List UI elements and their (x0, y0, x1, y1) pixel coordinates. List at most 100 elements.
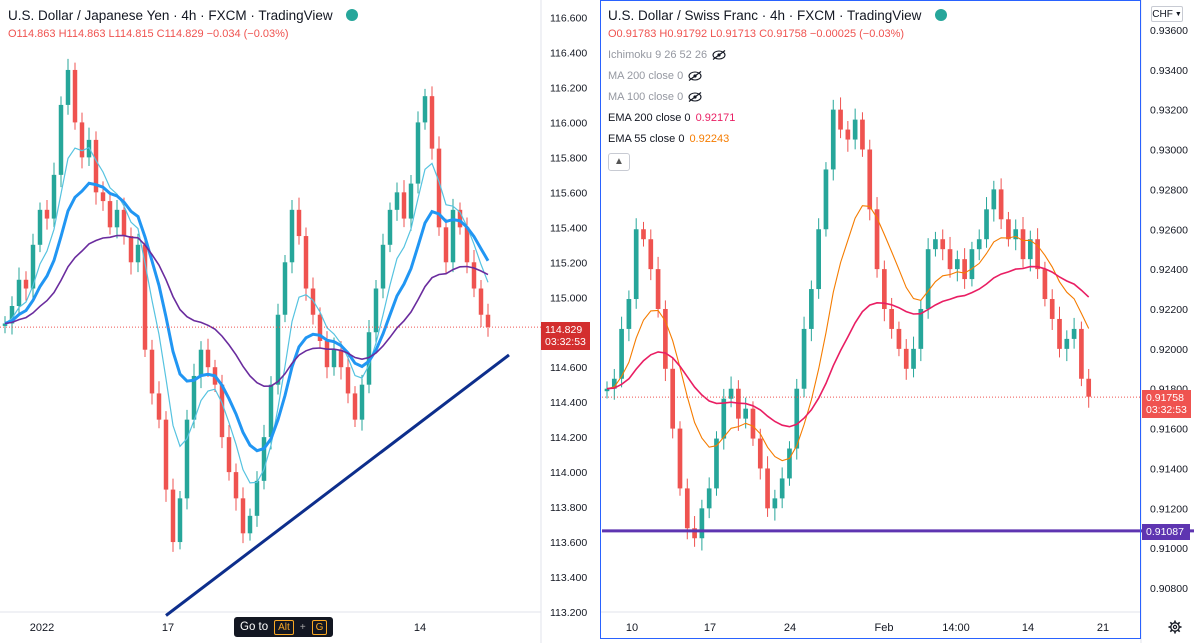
candle-body (706, 488, 712, 509)
candle-body (135, 244, 141, 263)
candle-body (692, 528, 697, 539)
candle-body (947, 249, 953, 270)
indicator-ma200[interactable]: MA 200 close 0 (608, 68, 947, 84)
candle-body (149, 349, 155, 394)
price-axis[interactable] (541, 0, 600, 643)
ema200-value: 0.92171 (695, 112, 736, 124)
candle-body (317, 314, 323, 341)
y-tick-label: 115.600 (550, 187, 587, 199)
collapse-legend-button[interactable]: ▲ (608, 153, 630, 171)
y-tick-label: 115.800 (550, 152, 587, 164)
usdjpy-open: O114.863 (8, 28, 56, 40)
y-tick-label: 0.92000 (1150, 344, 1188, 356)
candle-body (663, 308, 668, 369)
usdchf-legend: U.S. Dollar / Swiss Franc · 4h · FXCM · … (608, 8, 948, 171)
candle-body (142, 244, 148, 350)
usdchf-close: C0.91758 (759, 28, 807, 40)
candle-body (1006, 219, 1011, 240)
indicator-ichimoku[interactable]: Ichimoku 9 26 52 26 (608, 47, 947, 63)
x-tick-label: 14 (414, 622, 426, 634)
usdchf-chart-panel[interactable]: 0.93600 0.93400 0.93200 0.93000 0.92800 0.926… (600, 0, 1194, 643)
candle-body (969, 249, 975, 280)
candle-body (925, 249, 931, 309)
usdchf-high: H0.91792 (659, 28, 708, 40)
candle-body (352, 393, 358, 420)
candle-body (633, 229, 639, 300)
candle-body (619, 328, 624, 379)
candle-body (684, 488, 690, 529)
y-tick-label: 0.93200 (1150, 105, 1188, 117)
indicator-ma100[interactable]: MA 100 close 0 (608, 89, 947, 105)
support-trendline[interactable] (165, 353, 510, 617)
usdchf-support-price: 0.91087 (1146, 526, 1184, 538)
eye-hidden-icon[interactable] (688, 92, 702, 102)
goto-label: Go to (240, 621, 269, 633)
candle-body (1049, 299, 1055, 319)
candle-body (345, 367, 351, 394)
candle-body (247, 515, 253, 534)
candle-body (219, 384, 225, 438)
indicator-ema55[interactable]: EMA 55 close 0 0.92243 (608, 133, 730, 145)
candle-body (387, 209, 393, 245)
candle-body (436, 148, 442, 228)
y-tick-label: 0.91400 (1150, 463, 1188, 475)
candle-body (457, 209, 463, 228)
x-tick-label: Feb (875, 622, 894, 634)
ema55-line (606, 205, 1090, 462)
candle-body (121, 209, 127, 237)
eye-hidden-icon[interactable] (688, 71, 702, 81)
usdchf-ohlc: O0.91783 H0.91792 L0.91713 C0.91758 −0.0… (608, 26, 947, 42)
candle-body (401, 192, 407, 219)
y-tick-label: 116.000 (550, 117, 587, 129)
indicator-ema200[interactable]: EMA 200 close 0 0.92171 (608, 112, 736, 124)
goto-button[interactable]: Go to Alt + G (234, 617, 334, 637)
candle-body (918, 308, 924, 349)
candle-body (962, 259, 967, 280)
candle-body (205, 349, 211, 368)
usdjpy-title: U.S. Dollar / Japanese Yen · 4h · FXCM ·… (8, 8, 333, 23)
candle-body (1086, 378, 1092, 397)
y-tick-label: 114.000 (550, 467, 587, 479)
y-tick-label: 0.93600 (1150, 25, 1188, 37)
g-key: G (311, 619, 328, 635)
y-tick-label: 116.400 (550, 47, 587, 59)
candle-body (1035, 239, 1040, 270)
candle-body (882, 269, 887, 309)
candle-body (394, 192, 400, 210)
gear-icon[interactable] (1168, 620, 1182, 634)
candle-body (1020, 229, 1026, 260)
candle-body (9, 306, 15, 324)
candle-body (889, 308, 894, 329)
x-tick-label: 2022 (30, 622, 54, 634)
candle-body (940, 239, 946, 250)
candle-body (750, 408, 756, 439)
y-tick-label: 113.400 (550, 572, 587, 584)
candle-body (338, 349, 344, 368)
candle-body (699, 508, 705, 539)
y-tick-label: 114.600 (550, 362, 587, 374)
candle-body (359, 384, 365, 420)
y-tick-label: 113.800 (550, 502, 587, 514)
y-tick-label: 0.91200 (1150, 503, 1188, 515)
candle-body (903, 348, 909, 369)
usdjpy-chart-panel[interactable]: 116.600 116.400 116.200 116.000 115.800 115.6… (0, 0, 600, 643)
eye-hidden-icon[interactable] (712, 50, 726, 60)
candle-body (254, 480, 260, 516)
candle-body (984, 209, 989, 240)
candle-body (30, 244, 36, 289)
candle-body (268, 384, 274, 438)
candle-body (655, 269, 661, 309)
ma-slow-line (4, 234, 489, 388)
usdchf-last-price: 0.91758 (1146, 392, 1184, 404)
candle-body (860, 119, 865, 150)
y-tick-label: 115.200 (550, 257, 587, 269)
usdchf-open: O0.91783 (608, 28, 657, 40)
candle-body (816, 229, 821, 290)
candle-body (830, 109, 836, 170)
candle-body (896, 328, 902, 349)
candle-body (93, 139, 99, 193)
currency-selector[interactable]: CHF ▼ (1151, 6, 1183, 22)
usdjpy-chart-svg[interactable]: 116.600 116.400 116.200 116.000 115.800 115.6… (0, 0, 600, 643)
candle-body (79, 122, 85, 158)
candle-body (801, 328, 807, 389)
